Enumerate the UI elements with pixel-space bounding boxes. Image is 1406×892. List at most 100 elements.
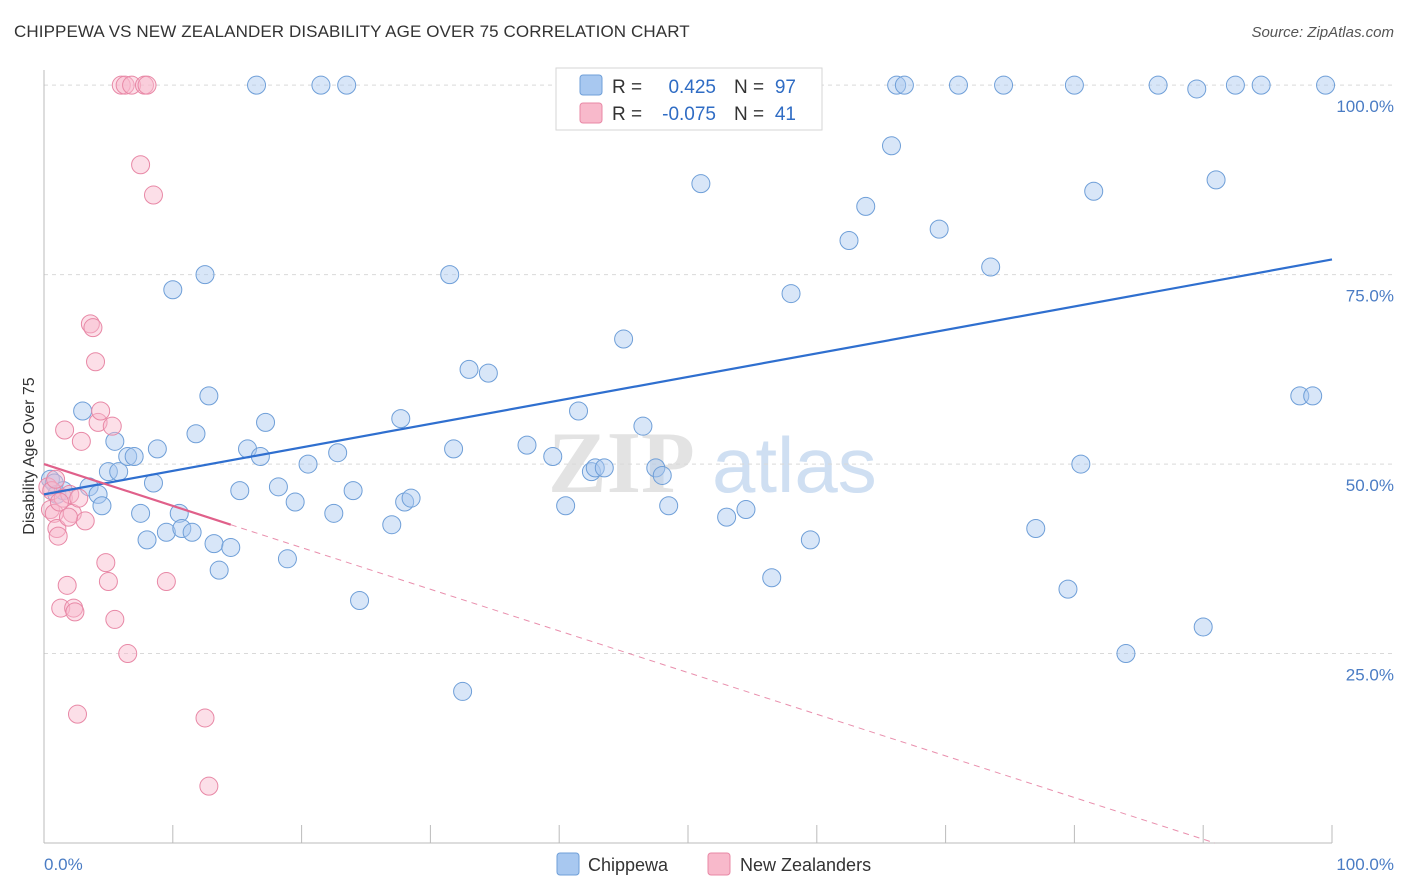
new-zealanders-point [51, 598, 71, 618]
chippewa-point [444, 439, 464, 459]
chippewa-point [1116, 644, 1136, 664]
new-zealanders-point [58, 507, 78, 527]
y-tick-label: 75.0% [1346, 287, 1394, 306]
trend-line-new-zealanders [43, 463, 232, 526]
bottom-legend-label-chippewa: Chippewa [588, 855, 669, 875]
new-zealanders-point [115, 75, 135, 95]
new-zealanders-point [91, 401, 111, 421]
new-zealanders-point [75, 511, 95, 531]
chippewa-point [736, 500, 756, 520]
series-new-zealanders-points [38, 75, 219, 796]
new-zealanders-point [105, 609, 125, 629]
new-zealanders-point [118, 644, 138, 664]
new-zealanders-point [122, 75, 142, 95]
chippewa-point [182, 522, 202, 542]
chippewa-point [646, 458, 666, 478]
chippewa-point [163, 280, 183, 300]
y-axis-label: Disability Age Over 75 [21, 377, 38, 535]
trend-lines [43, 258, 1333, 844]
chippewa-point [131, 503, 151, 523]
series-legend: Chippewa New Zealanders [556, 852, 871, 876]
new-zealanders-point [98, 572, 118, 592]
new-zealanders-point [131, 155, 151, 175]
chippewa-point [659, 496, 679, 516]
bottom-legend-swatch-new-zealanders [707, 852, 731, 876]
new-zealanders-point [53, 488, 73, 508]
chippewa-point [221, 537, 241, 557]
chippewa-point [652, 465, 672, 485]
chippewa-point [328, 443, 348, 463]
chippewa-point [1316, 75, 1336, 95]
chippewa-point [395, 492, 415, 512]
chippewa-point [124, 447, 144, 466]
y-tick-label: 100.0% [1336, 97, 1394, 116]
legend-r-value-2: -0.075 [662, 104, 716, 125]
x-tick-label-left: 0.0% [44, 855, 83, 874]
chippewa-point [92, 496, 112, 516]
legend-swatch-chippewa [579, 74, 603, 96]
chippewa-point [581, 462, 601, 482]
chippewa-point [73, 401, 93, 421]
chippewa-point [98, 462, 118, 482]
bottom-legend-swatch-chippewa [556, 852, 580, 876]
legend-n-label-2: N = [734, 104, 764, 125]
chippewa-point [856, 196, 876, 216]
new-zealanders-point [49, 492, 69, 512]
chippewa-point [633, 416, 653, 436]
new-zealanders-point [86, 352, 106, 372]
new-zealanders-point [156, 572, 176, 592]
chippewa-point [691, 174, 711, 194]
chippewa-point [1064, 75, 1084, 95]
chippewa-point [543, 447, 563, 466]
new-zealanders-point [71, 431, 91, 451]
chippewa-point [1187, 79, 1207, 99]
chippewa-point [268, 477, 288, 497]
chippewa-point [517, 435, 537, 455]
chippewa-point [1225, 75, 1245, 95]
chippewa-point [391, 409, 411, 429]
new-zealanders-point [102, 416, 122, 436]
chippewa-point [1193, 617, 1213, 637]
legend-swatch-new-zealanders [579, 102, 603, 124]
chippewa-point [762, 568, 782, 588]
chippewa-point [105, 431, 125, 451]
chippewa-point [717, 507, 737, 527]
chippewa-point [894, 75, 914, 95]
stats-legend: R = 0.425 N = 97 R = -0.075 N = 41 [555, 67, 823, 131]
new-zealanders-point [38, 477, 58, 497]
y-tick-labels: 100.0% 75.0% 50.0% 25.0% [1336, 97, 1394, 684]
new-zealanders-point [65, 602, 85, 622]
new-zealanders-point [46, 469, 66, 489]
chippewa-point [143, 473, 163, 493]
chippewa-point [324, 503, 344, 523]
watermark-atlas: atlas [712, 421, 877, 509]
trend-line-chippewa [43, 258, 1333, 496]
chippewa-point [401, 488, 421, 508]
new-zealanders-point [67, 704, 87, 724]
new-zealanders-point [88, 412, 108, 432]
trend-line-new-zealanders-extension [230, 524, 1216, 844]
chippewa-point [311, 75, 331, 95]
new-zealanders-point [55, 420, 75, 440]
new-zealanders-point [69, 488, 89, 508]
chippewa-point [285, 492, 305, 512]
new-zealanders-point [80, 314, 100, 334]
chippewa-point [1290, 386, 1310, 406]
source-credit: Source: ZipAtlas.com [1251, 24, 1394, 41]
chippewa-point [1084, 181, 1104, 201]
chippewa-point [478, 363, 498, 383]
chippewa-point [343, 481, 363, 501]
chippewa-point [156, 522, 176, 542]
chippewa-point [1058, 579, 1078, 599]
chippewa-point [882, 136, 902, 156]
chippewa-point [247, 75, 267, 95]
chippewa-point [781, 284, 801, 304]
chart-title: CHIPPEWA VS NEW ZEALANDER DISABILITY AGE… [14, 22, 690, 41]
chippewa-point [230, 481, 250, 501]
chippewa-point [350, 590, 370, 610]
y-tick-label: 25.0% [1346, 666, 1394, 685]
chippewa-point [199, 386, 219, 406]
series-chippewa-points [40, 75, 1336, 701]
chippewa-point [459, 359, 479, 379]
